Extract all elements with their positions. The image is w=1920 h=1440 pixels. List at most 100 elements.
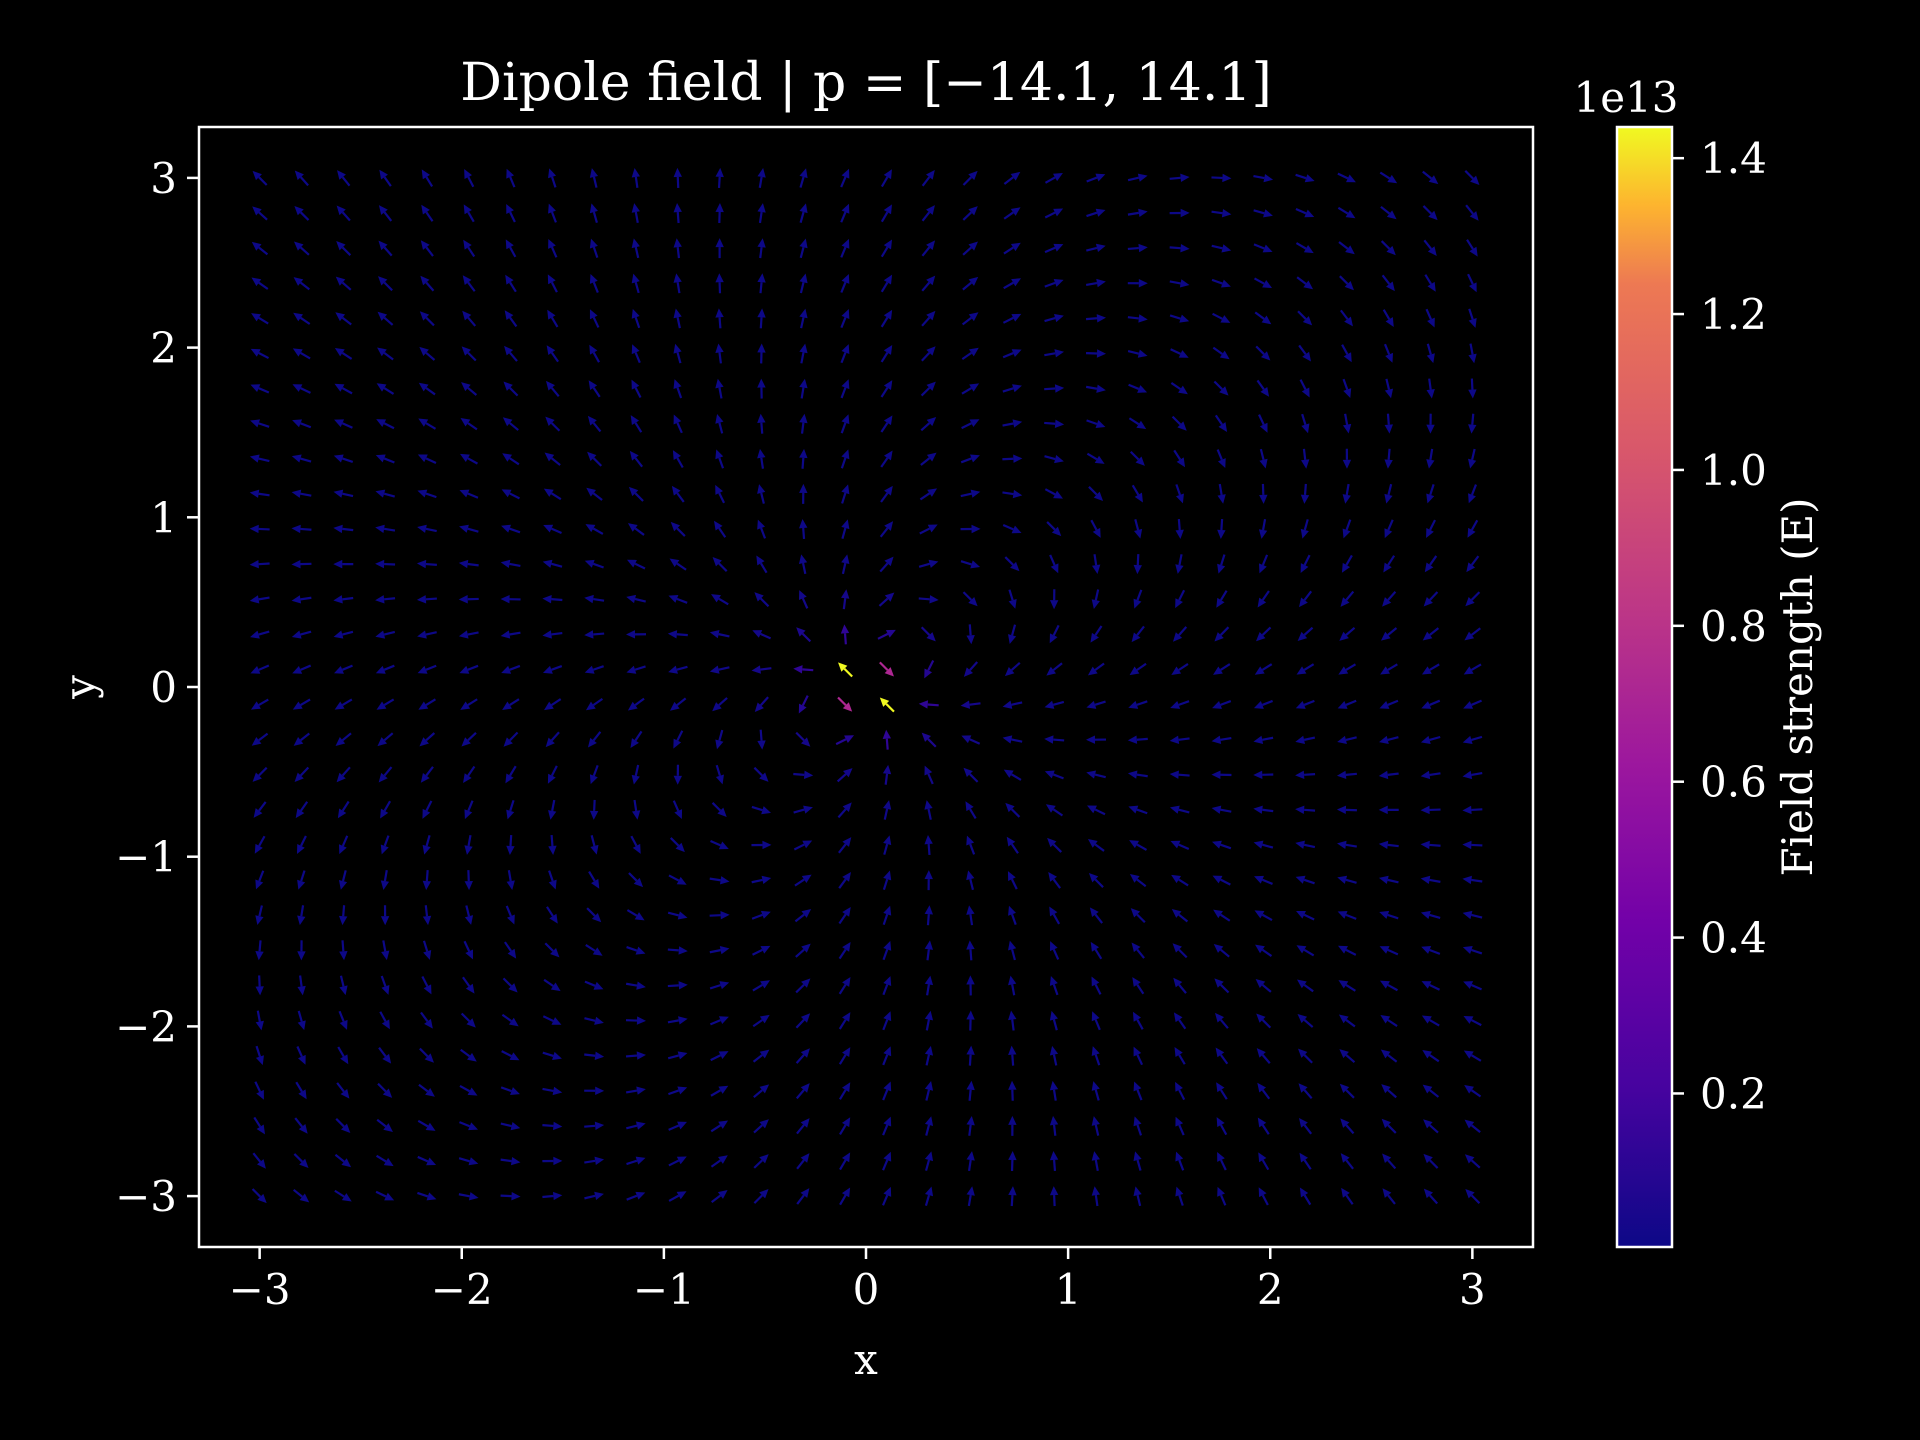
field-arrow <box>1044 173 1063 184</box>
field-arrow <box>962 170 978 186</box>
field-arrow <box>1420 875 1441 885</box>
field-arrow <box>544 942 560 958</box>
field-arrow <box>879 521 894 538</box>
field-arrow <box>1379 699 1399 709</box>
field-arrow <box>838 906 851 925</box>
field-arrow <box>337 170 351 187</box>
field-arrow <box>966 1010 975 1031</box>
field-arrow <box>1465 204 1479 221</box>
field-arrow <box>924 800 933 820</box>
field-arrow <box>962 241 978 256</box>
field-arrow <box>1212 700 1232 709</box>
field-arrow <box>1091 1151 1100 1172</box>
field-arrow <box>1380 1049 1398 1063</box>
field-arrow <box>250 348 270 360</box>
field-arrow <box>1008 940 1017 961</box>
field-arrow <box>548 870 557 890</box>
field-arrow <box>339 835 349 855</box>
field-arrow <box>589 309 600 328</box>
field-arrow <box>673 414 683 434</box>
field-arrow <box>504 941 517 959</box>
field-arrow <box>543 978 561 992</box>
field-arrow <box>920 381 936 397</box>
field-arrow <box>458 1157 479 1166</box>
x-tick-label: 2 <box>1257 1265 1284 1314</box>
field-arrow <box>544 452 561 466</box>
field-arrow <box>1127 770 1148 779</box>
field-arrow <box>1383 555 1396 573</box>
field-arrow <box>631 379 642 398</box>
field-arrow <box>961 347 979 361</box>
field-arrow <box>667 911 688 920</box>
field-arrow <box>1420 805 1441 815</box>
field-arrow <box>333 630 354 639</box>
field-arrow <box>542 559 563 568</box>
field-arrow <box>709 665 730 674</box>
field-arrow <box>461 382 478 396</box>
field-arrow <box>1175 1116 1185 1136</box>
field-arrow <box>1085 278 1106 288</box>
field-arrow <box>420 240 434 257</box>
field-arrow <box>1049 941 1060 960</box>
field-arrow <box>1170 700 1190 709</box>
field-arrow <box>542 1051 562 1060</box>
field-arrow <box>753 1189 769 1204</box>
field-arrow <box>1044 243 1064 254</box>
field-arrow <box>631 308 641 329</box>
field-arrow <box>548 168 557 188</box>
field-arrow <box>920 417 937 432</box>
field-arrow <box>589 799 599 820</box>
field-arrow <box>297 1010 306 1031</box>
field-arrow <box>921 205 935 222</box>
field-arrow <box>799 590 809 609</box>
field-arrow <box>1008 1186 1017 1207</box>
field-arrow <box>630 835 641 854</box>
field-arrow <box>712 557 728 572</box>
field-arrow <box>542 665 563 674</box>
field-arrow <box>882 1046 892 1066</box>
field-arrow <box>1467 273 1477 293</box>
field-arrow <box>631 273 640 294</box>
field-arrow <box>1008 905 1017 925</box>
field-arrow <box>419 732 436 747</box>
field-arrow <box>1256 626 1272 642</box>
colorbar-tick-label: 1.4 <box>1700 134 1767 183</box>
field-arrow <box>1301 448 1310 469</box>
field-arrow <box>503 381 519 397</box>
field-arrow <box>375 489 396 498</box>
field-arrow <box>966 1151 975 1172</box>
colorbar-tick-label: 0.2 <box>1700 1069 1767 1118</box>
field-arrow <box>1339 1049 1356 1064</box>
field-arrow <box>1212 875 1231 886</box>
field-arrow <box>1091 1081 1100 1101</box>
field-arrow <box>501 664 521 674</box>
field-arrow <box>918 559 939 568</box>
field-arrow <box>671 485 685 503</box>
field-arrow <box>375 454 395 464</box>
field-arrow <box>1297 626 1314 642</box>
field-arrow <box>1129 450 1145 466</box>
field-arrow <box>1212 312 1231 323</box>
field-arrow <box>1049 906 1061 925</box>
field-arrow <box>1008 1115 1017 1136</box>
field-arrow <box>840 344 850 364</box>
field-arrow <box>715 343 724 364</box>
field-arrow <box>335 732 352 747</box>
field-arrow <box>1253 805 1274 814</box>
field-arrow <box>419 311 435 327</box>
field-arrow <box>879 661 894 677</box>
field-arrow <box>251 277 269 290</box>
colorbar <box>1615 125 1674 1249</box>
field-arrow <box>543 524 562 535</box>
field-arrow <box>796 1188 810 1205</box>
field-arrow <box>799 168 808 188</box>
field-arrow <box>1217 518 1226 539</box>
field-arrow <box>1214 978 1230 994</box>
field-arrow <box>292 664 312 674</box>
field-arrow <box>757 413 766 434</box>
field-arrow <box>1300 483 1310 504</box>
field-arrow <box>880 239 893 258</box>
field-arrow <box>292 1188 310 1203</box>
field-arrow <box>840 624 850 645</box>
field-arrow <box>1086 208 1106 218</box>
